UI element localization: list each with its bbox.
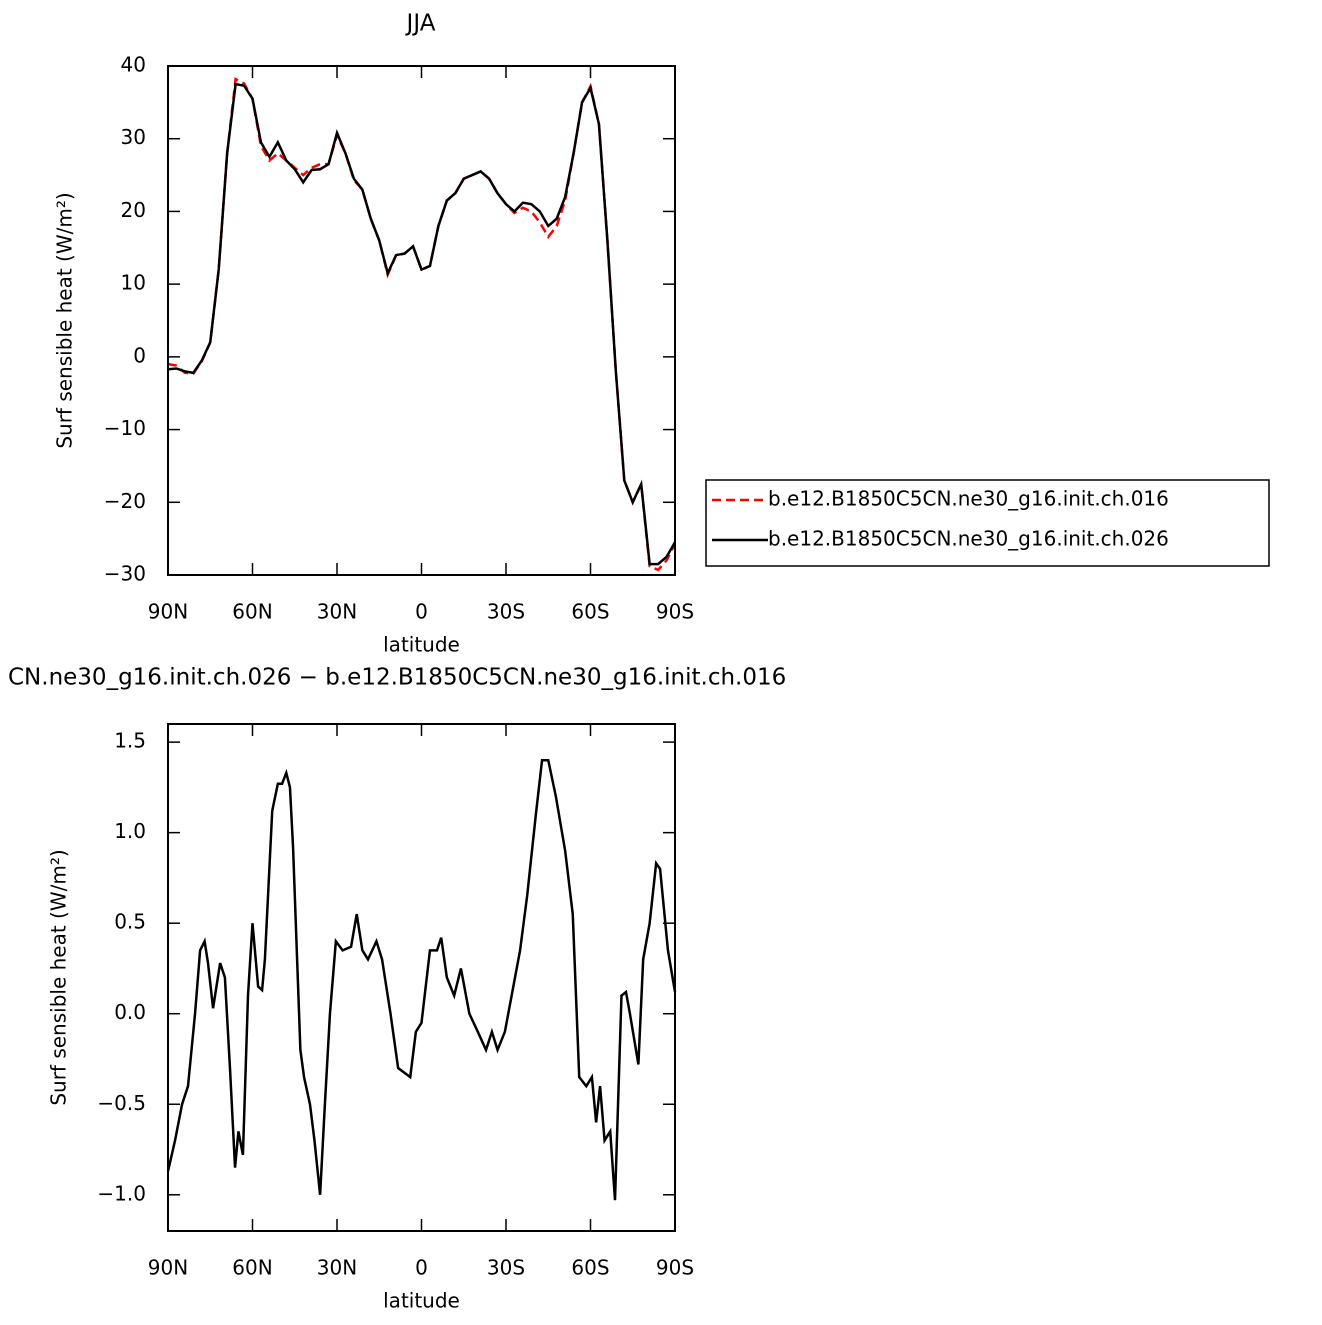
y-tick-label: −20	[104, 489, 146, 513]
chart-title: CN.ne30_g16.init.ch.026 − b.e12.B1850C5C…	[8, 665, 786, 691]
chart-title: JJA	[405, 11, 436, 37]
x-tick-label: 0	[415, 600, 428, 624]
x-tick-label: 90S	[656, 1256, 694, 1280]
legend-label: b.e12.B1850C5CN.ne30_g16.init.ch.026	[768, 527, 1169, 551]
plot-frame	[167, 723, 676, 1232]
x-tick-label: 60S	[571, 600, 609, 624]
legend-label: b.e12.B1850C5CN.ne30_g16.init.ch.016	[768, 487, 1169, 511]
y-axis-label: Surf sensible heat (W/m²)	[47, 849, 71, 1105]
x-tick-label: 60S	[571, 1256, 609, 1280]
plot-frame	[167, 65, 676, 576]
y-tick-label: 40	[121, 53, 146, 77]
y-tick-label: 20	[121, 198, 146, 222]
x-tick-label: 30S	[487, 600, 525, 624]
data-line	[166, 758, 677, 1201]
x-tick-label: 60N	[232, 600, 272, 624]
data-line	[167, 77, 677, 572]
y-tick-label: 0.0	[114, 1000, 146, 1024]
y-tick-label: −1.0	[97, 1181, 146, 1205]
x-tick-label: 30S	[487, 1256, 525, 1280]
x-axis-label: latitude	[383, 633, 460, 657]
data-line	[167, 82, 677, 566]
x-tick-label: 30N	[317, 600, 357, 624]
y-tick-label: −30	[104, 562, 146, 586]
y-tick-label: 1.0	[114, 819, 146, 843]
y-tick-label: −10	[104, 416, 146, 440]
y-tick-label: 0	[133, 343, 146, 367]
legend-box	[705, 479, 1270, 567]
y-tick-label: 0.5	[114, 910, 146, 934]
y-axis-label: Surf sensible heat (W/m²)	[53, 192, 77, 448]
y-tick-label: 10	[121, 271, 146, 295]
y-tick-label: 30	[121, 125, 146, 149]
x-tick-label: 60N	[232, 1256, 272, 1280]
x-tick-label: 90N	[148, 600, 188, 624]
x-axis-label: latitude	[383, 1289, 460, 1313]
x-tick-label: 90N	[148, 1256, 188, 1280]
y-tick-label: 1.5	[114, 729, 146, 753]
y-tick-label: −0.5	[97, 1091, 146, 1115]
x-tick-label: 30N	[317, 1256, 357, 1280]
x-tick-label: 0	[415, 1256, 428, 1280]
x-tick-label: 90S	[656, 600, 694, 624]
